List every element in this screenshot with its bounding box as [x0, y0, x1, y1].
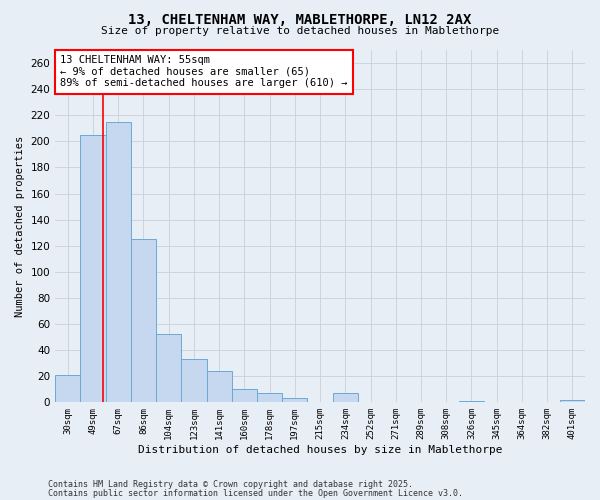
Bar — [156, 334, 181, 402]
Bar — [206, 371, 232, 402]
Bar — [232, 390, 257, 402]
Bar — [181, 360, 206, 403]
Bar — [80, 135, 106, 402]
Bar — [560, 400, 585, 402]
Bar — [106, 122, 131, 402]
Y-axis label: Number of detached properties: Number of detached properties — [15, 136, 25, 317]
Bar — [282, 398, 307, 402]
Text: Contains HM Land Registry data © Crown copyright and database right 2025.: Contains HM Land Registry data © Crown c… — [48, 480, 413, 489]
Bar — [257, 393, 282, 402]
Text: Size of property relative to detached houses in Mablethorpe: Size of property relative to detached ho… — [101, 26, 499, 36]
Bar — [131, 239, 156, 402]
Bar — [459, 401, 484, 402]
Text: Contains public sector information licensed under the Open Government Licence v3: Contains public sector information licen… — [48, 489, 463, 498]
X-axis label: Distribution of detached houses by size in Mablethorpe: Distribution of detached houses by size … — [138, 445, 502, 455]
Bar — [55, 375, 80, 402]
Bar — [332, 393, 358, 402]
Text: 13, CHELTENHAM WAY, MABLETHORPE, LN12 2AX: 13, CHELTENHAM WAY, MABLETHORPE, LN12 2A… — [128, 12, 472, 26]
Text: 13 CHELTENHAM WAY: 55sqm
← 9% of detached houses are smaller (65)
89% of semi-de: 13 CHELTENHAM WAY: 55sqm ← 9% of detache… — [61, 56, 348, 88]
